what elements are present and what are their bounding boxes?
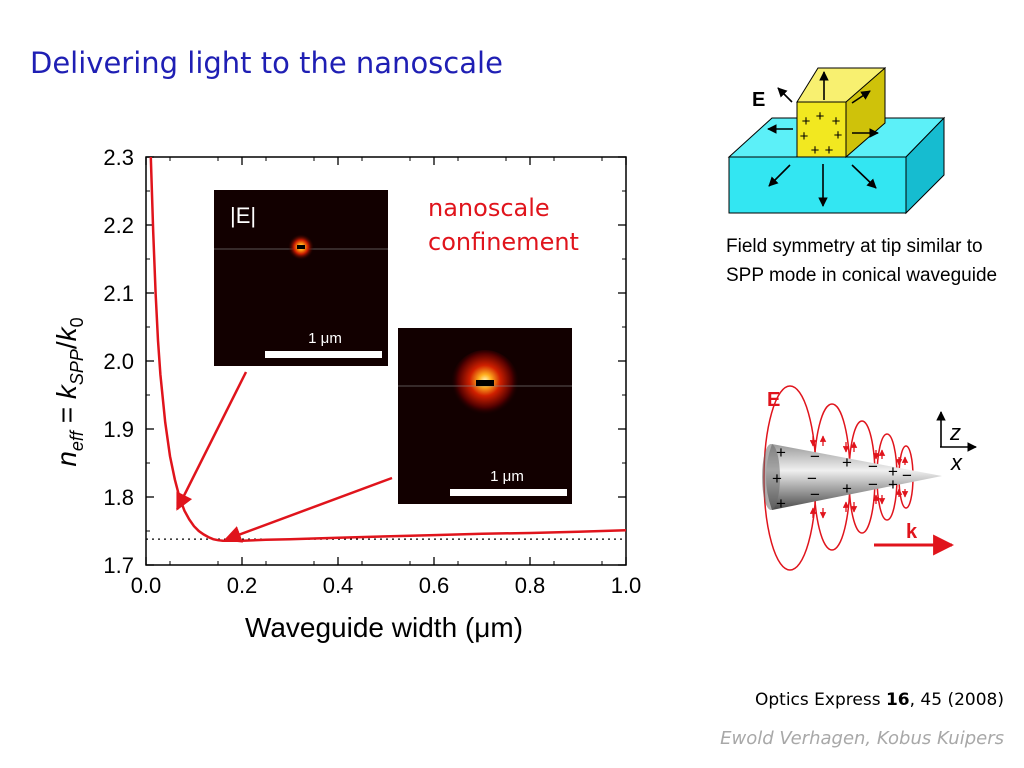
svg-text:+: + xyxy=(842,453,852,472)
field-map-inset-narrow: |E| 1 μm xyxy=(214,190,388,366)
svg-text:+: + xyxy=(776,443,786,462)
axis-z-label: z xyxy=(949,420,961,445)
field-magnitude-label: |E| xyxy=(230,203,256,228)
y-tick-label: 2.1 xyxy=(103,281,134,306)
y-tick-label: 2.2 xyxy=(103,213,134,238)
y-tick-label: 1.9 xyxy=(103,417,134,442)
x-tick-label: 1.0 xyxy=(611,573,642,598)
x-tick-label: 0.6 xyxy=(419,573,450,598)
field-label-e: E xyxy=(767,389,780,411)
x-tick-label: 0.0 xyxy=(131,573,162,598)
y-tick-label: 1.7 xyxy=(103,553,134,578)
svg-text:−: − xyxy=(868,475,878,494)
axis-x-label: x xyxy=(950,450,963,475)
x-tick-label: 0.8 xyxy=(515,573,546,598)
svg-text:+: + xyxy=(816,108,825,125)
svg-text:−: − xyxy=(807,469,817,488)
y-axis-label: neff = kSPP/k0 xyxy=(51,317,87,466)
svg-text:+: + xyxy=(811,142,820,159)
svg-text:+: + xyxy=(772,469,782,488)
svg-text:+: + xyxy=(832,113,841,130)
citation: Optics Express 16, 45 (2008) xyxy=(755,690,1004,710)
axis-tick-labels: 0.0 0.2 0.4 0.6 0.8 1.0 1.7 1.8 1.9 2.0 2.1 2.2 2.3 xyxy=(103,145,641,598)
pointer-arrow xyxy=(176,371,248,511)
scale-bar xyxy=(450,489,567,496)
cone-schematic: +++ −−− ++ −− ++ − E z x k xyxy=(762,385,977,571)
y-tick-label: 2.3 xyxy=(103,145,134,170)
slide-title: Delivering light to the nanoscale xyxy=(30,46,503,80)
scale-bar xyxy=(265,351,382,358)
tip-schematic: + + + + + + + E xyxy=(727,66,946,215)
svg-text:−: − xyxy=(810,485,820,504)
field-label-e: E xyxy=(752,89,765,111)
svg-text:+: + xyxy=(825,142,834,159)
svg-text:−: − xyxy=(810,447,820,466)
svg-text:−: − xyxy=(868,457,878,476)
svg-text:+: + xyxy=(842,479,852,498)
svg-text:+: + xyxy=(776,494,786,513)
authors-credit: Ewold Verhagen, Kobus Kuipers xyxy=(720,728,1004,749)
x-tick-label: 0.2 xyxy=(227,573,258,598)
scale-bar-label: 1 μm xyxy=(308,330,342,347)
confinement-label: nanoscale xyxy=(428,194,550,222)
wavevector-label: k xyxy=(906,521,918,543)
y-tick-label: 1.8 xyxy=(103,485,134,510)
x-axis-label: Waveguide width (μm) xyxy=(245,612,523,643)
dispersion-chart: 0.0 0.2 0.4 0.6 0.8 1.01.71.81.92.02.12.22.3 … xyxy=(51,145,641,643)
x-tick-label: 0.4 xyxy=(323,573,354,598)
svg-text:+: + xyxy=(802,113,811,130)
svg-text:+: + xyxy=(800,128,809,145)
neff-curve xyxy=(149,156,627,543)
axis-ticks xyxy=(145,156,627,566)
schematic-caption: Field symmetry at tip similar to SPP mod… xyxy=(726,236,998,286)
pointer-arrow xyxy=(223,476,393,543)
svg-text:+: + xyxy=(834,127,843,144)
scale-bar-label: 1 μm xyxy=(490,468,524,485)
field-map-inset-wide: 1 μm xyxy=(398,328,572,504)
svg-text:−: − xyxy=(902,466,912,485)
svg-text:+: + xyxy=(888,462,898,481)
confinement-label: confinement xyxy=(428,228,579,256)
svg-text:+: + xyxy=(888,475,898,494)
y-tick-label: 2.0 xyxy=(103,349,134,374)
